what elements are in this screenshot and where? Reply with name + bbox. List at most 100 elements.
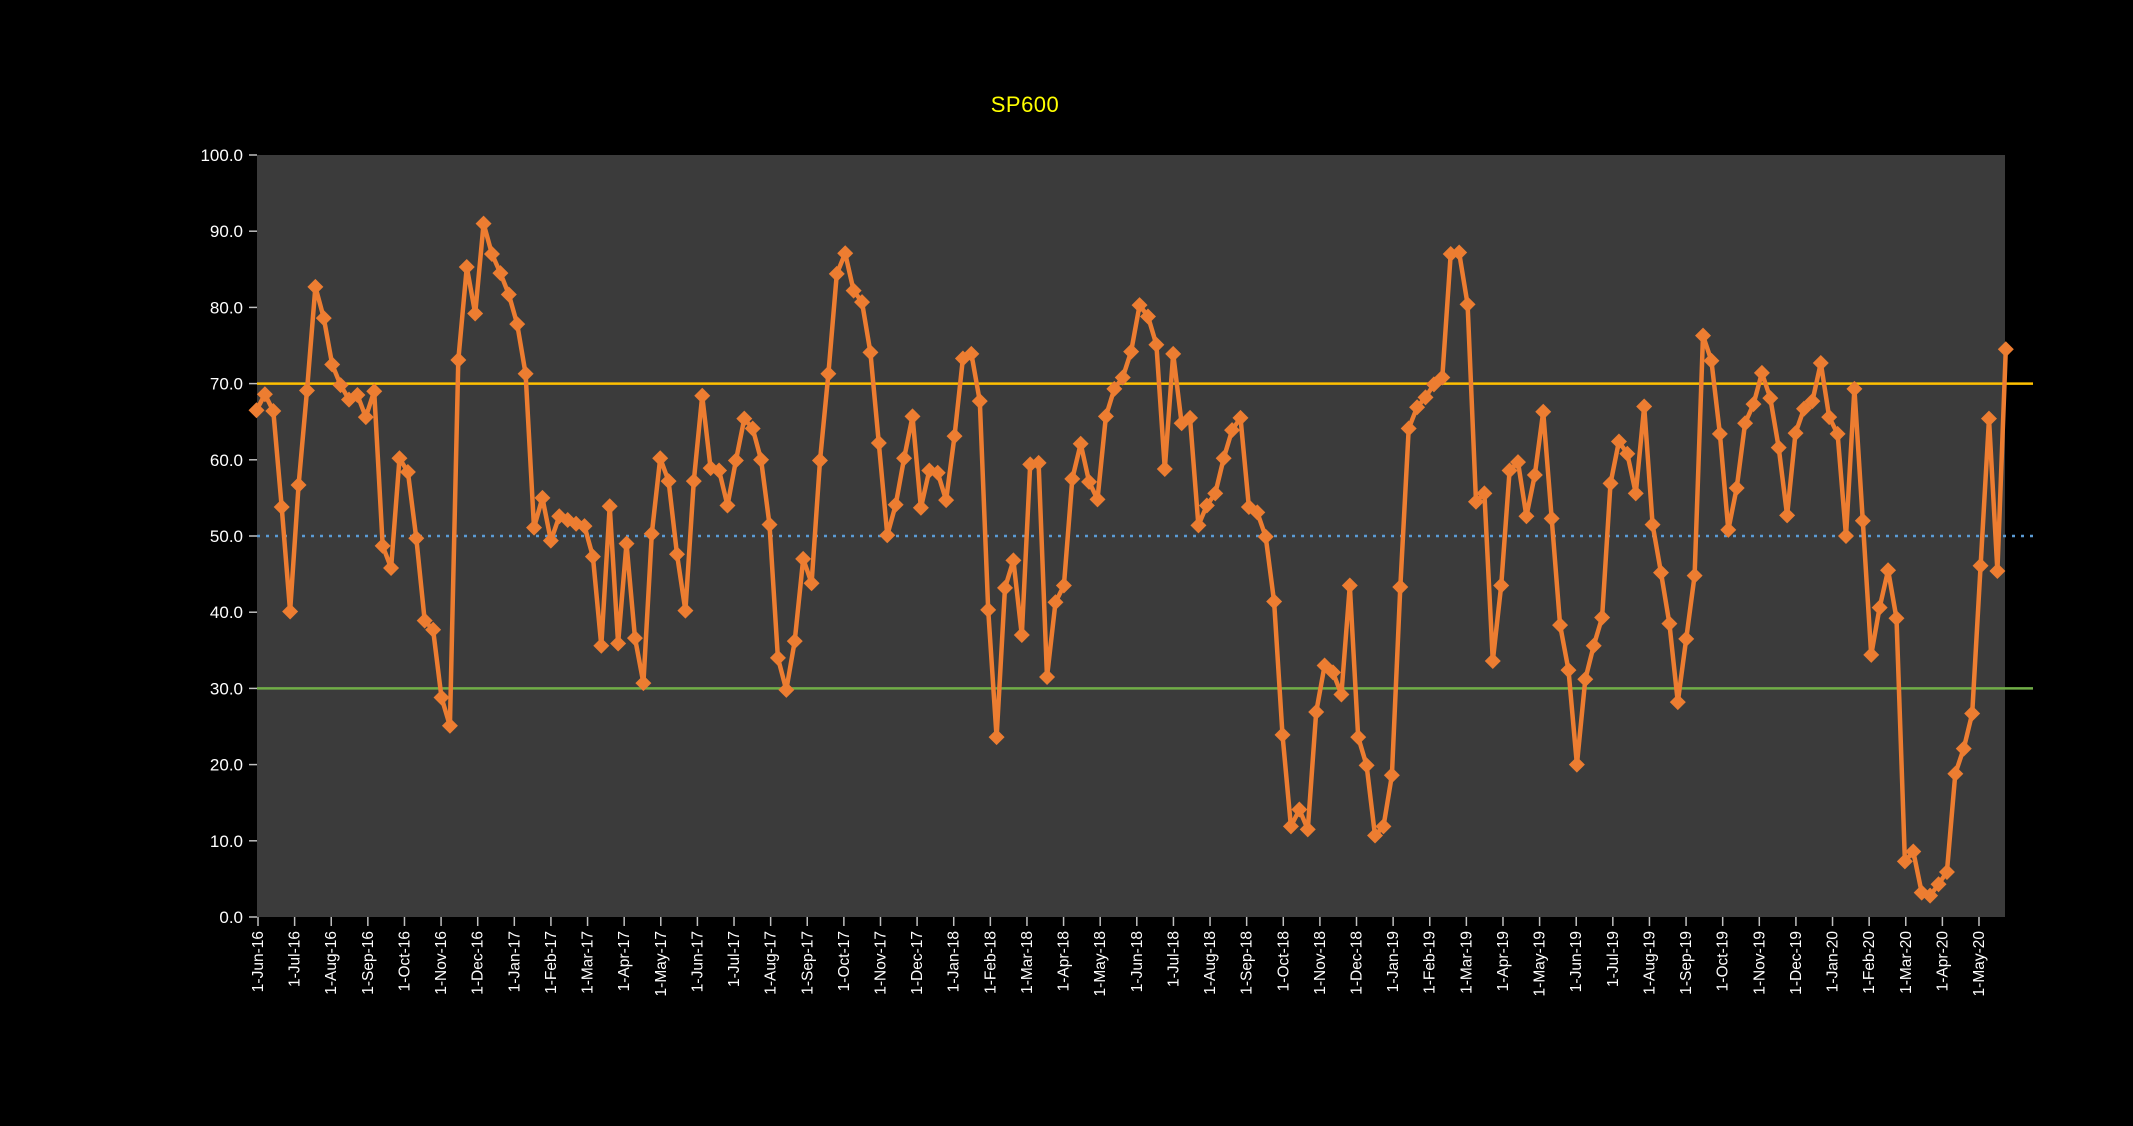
data-point-marker (862, 344, 879, 361)
x-axis-tick-label: 1-Oct-17 (836, 931, 853, 991)
y-axis-tick-label: 40.0 (210, 603, 243, 622)
y-axis-tick-label: 80.0 (210, 298, 243, 317)
data-point-marker (1064, 470, 1081, 487)
data-point-marker (1518, 508, 1535, 525)
x-axis-tick-label: 1-Mar-17 (580, 931, 597, 994)
data-point-marker (1291, 801, 1308, 818)
x-axis-tick-label: 1-Jan-19 (1385, 931, 1402, 992)
data-point-marker (1947, 765, 1964, 782)
data-point-marker (811, 452, 828, 469)
data-point-marker (635, 675, 652, 692)
y-axis-tick-label: 90.0 (210, 222, 243, 241)
data-point-marker (1493, 577, 1510, 594)
data-point-marker (694, 387, 711, 404)
data-point-marker (1047, 594, 1064, 611)
x-axis-tick-label: 1-Nov-17 (872, 931, 889, 995)
data-point-marker (938, 492, 955, 509)
data-point-marker (1627, 485, 1644, 502)
data-point-marker (1005, 552, 1022, 569)
data-point-marker (1409, 399, 1426, 416)
data-point-marker (618, 535, 635, 552)
data-point-marker (1619, 445, 1636, 462)
data-point-marker (315, 310, 332, 327)
data-point-marker (248, 402, 265, 419)
data-point-marker (828, 265, 845, 282)
x-axis-tick-label: 1-Sep-19 (1678, 931, 1695, 995)
data-point-marker (980, 601, 997, 618)
x-axis-tick-label: 1-Nov-19 (1751, 931, 1768, 995)
data-point-marker (904, 408, 921, 425)
y-axis-tick-label: 0.0 (219, 908, 243, 927)
data-point-marker (1602, 475, 1619, 492)
data-point-marker (1392, 579, 1409, 596)
data-point-marker (1224, 422, 1241, 439)
x-axis-tick-label: 1-Feb-17 (543, 931, 560, 994)
data-point-marker (963, 345, 980, 362)
data-point-marker (727, 452, 744, 469)
data-point-marker (778, 681, 795, 698)
data-point-marker (1350, 729, 1367, 746)
data-point-marker (719, 497, 736, 514)
data-point-marker (660, 473, 677, 490)
x-axis-tick-label: 1-Dec-17 (909, 931, 926, 995)
data-point-marker (1636, 398, 1653, 415)
data-point-marker (971, 393, 988, 410)
data-point-marker (711, 462, 728, 479)
data-point-marker (1299, 821, 1316, 838)
x-axis-tick-label: 1-Mar-19 (1458, 931, 1475, 994)
data-point-marker (1198, 497, 1215, 514)
data-point-marker (1955, 740, 1972, 757)
data-point-marker (1510, 454, 1527, 471)
data-point-marker (1324, 664, 1341, 681)
x-axis-tick-label: 1-Nov-16 (433, 931, 450, 995)
data-point-marker (879, 527, 896, 544)
x-axis-tick-label: 1-Apr-18 (1056, 931, 1073, 991)
data-point-marker (1728, 479, 1745, 496)
x-axis-tick-label: 1-Oct-18 (1275, 931, 1292, 991)
data-point-marker (1669, 694, 1686, 711)
data-point-marker (769, 649, 786, 666)
data-point-marker (912, 499, 929, 516)
data-point-marker (1577, 671, 1594, 688)
data-point-marker (1846, 380, 1863, 397)
data-point-marker (1013, 627, 1030, 644)
x-axis-tick-label: 1-Feb-19 (1422, 931, 1439, 994)
sp600-series-markers (248, 215, 2014, 904)
x-axis-tick-label: 1-Jul-19 (1605, 931, 1622, 987)
y-axis-tick-label: 70.0 (210, 375, 243, 394)
data-point-marker (1039, 668, 1056, 685)
chart-title: SP600 (990, 92, 1060, 117)
x-axis-tick-label: 1-Dec-19 (1788, 931, 1805, 995)
data-point-marker (1989, 563, 2006, 580)
data-point-marker (290, 476, 307, 493)
data-point-marker (1451, 244, 1468, 261)
data-point-marker (1148, 336, 1165, 353)
x-axis-tick-label: 1-Apr-19 (1495, 931, 1512, 991)
data-point-marker (837, 245, 854, 262)
x-axis-tick-label: 1-Jul-17 (726, 931, 743, 987)
x-axis-tick-label: 1-Nov-18 (1312, 931, 1329, 995)
data-point-marker (1207, 485, 1224, 502)
x-axis-tick-label: 1-Jul-16 (287, 931, 304, 987)
data-point-marker (1997, 341, 2014, 358)
data-point-marker (1972, 557, 1989, 574)
data-point-marker (1964, 705, 1981, 722)
data-point-marker (366, 383, 383, 400)
data-point-marker (1896, 853, 1913, 870)
data-point-marker (845, 282, 862, 299)
x-axis-tick-label: 1-Mar-18 (1019, 931, 1036, 994)
data-point-marker (820, 365, 837, 382)
data-point-marker (736, 410, 753, 427)
data-point-marker (1526, 467, 1543, 484)
data-point-marker (1854, 512, 1871, 529)
data-point-marker (1400, 420, 1417, 437)
x-axis-tick-label: 1-May-17 (653, 931, 670, 996)
data-point-marker (1821, 409, 1838, 426)
data-point-marker (1333, 686, 1350, 703)
data-point-marker (416, 612, 433, 629)
x-axis-tick-label: 1-Aug-16 (323, 931, 340, 995)
data-point-marker (1535, 403, 1552, 420)
data-point-marker (870, 435, 887, 452)
data-point-marker (492, 265, 509, 282)
x-axis-tick-label: 1-Dec-16 (470, 931, 487, 995)
